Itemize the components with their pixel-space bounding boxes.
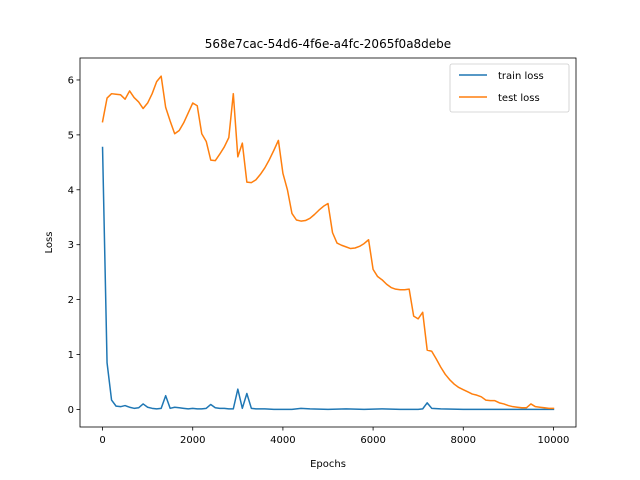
x-tick-label: 6000 (360, 435, 385, 446)
chart-title: 568e7cac-54d6-4f6e-a4fc-2065f0a8debe (205, 37, 451, 51)
legend-label-test-loss: test loss (498, 93, 540, 104)
y-axis-ticks: 0 1 2 3 4 5 6 (68, 75, 80, 416)
x-tick-label: 10000 (538, 435, 570, 446)
plot-lines (101, 75, 555, 411)
y-tick-label: 0 (68, 405, 74, 416)
plot-frame (79, 57, 577, 428)
series-line-train-loss (101, 146, 555, 411)
x-tick-label: 8000 (451, 435, 476, 446)
y-tick-label: 5 (68, 130, 74, 141)
legend-label-train-loss: train loss (498, 71, 544, 82)
y-tick-label: 1 (68, 350, 74, 361)
legend: train loss test loss (449, 63, 570, 113)
y-tick-label: 6 (68, 75, 74, 86)
y-tick-label: 4 (68, 185, 74, 196)
x-tick-label: 2000 (180, 435, 205, 446)
legend-box (449, 63, 570, 113)
x-tick-label: 0 (99, 435, 105, 446)
y-tick-label: 2 (68, 295, 74, 306)
y-tick-label: 3 (68, 240, 74, 251)
x-axis-label: Epochs (310, 459, 346, 470)
series-line-test-loss (101, 75, 555, 410)
x-tick-label: 4000 (270, 435, 295, 446)
y-axis-label: Loss (44, 232, 55, 254)
x-axis-ticks: 0 2000 4000 6000 8000 10000 (99, 427, 569, 446)
